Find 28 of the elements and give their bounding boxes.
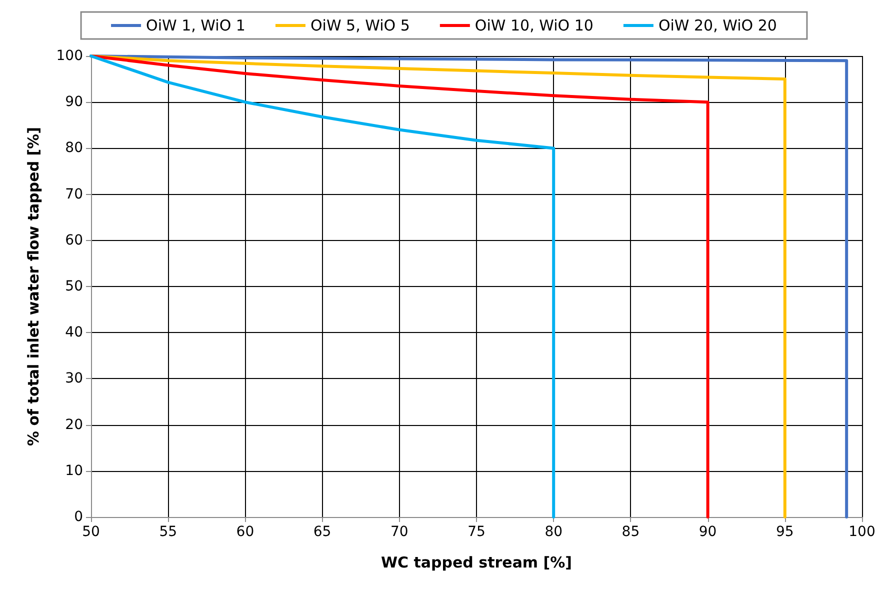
x-tick-label: 50 [82,524,100,540]
legend-label: OiW 10, WiO 10 [474,16,594,34]
legend-label: OiW 5, WiO 5 [310,16,410,34]
x-tick-label: 80 [544,524,563,540]
x-tick-label: 55 [159,524,178,540]
x-tick-label: 85 [622,524,640,540]
x-tick-label: 70 [390,524,408,540]
y-tick-label: 0 [74,509,83,525]
x-tick-label: 100 [848,524,876,540]
x-tick-label: 75 [468,524,486,540]
legend-label: OiW 1, WiO 1 [146,16,246,34]
y-tick-label: 20 [65,416,83,433]
y-tick-label: 60 [65,232,83,248]
x-axis-title: WC tapped stream [%] [380,554,572,572]
y-tick-label: 10 [65,462,83,479]
y-tick-label: 70 [65,186,83,202]
y-tick-label: 100 [56,48,83,64]
legend-label: OiW 20, WiO 20 [658,16,777,34]
y-tick-label: 50 [65,278,83,294]
y-tick-label: 90 [65,94,83,110]
y-axis-title: % of total inlet water flow tapped [%] [24,126,42,446]
x-tick-label: 65 [313,524,332,540]
y-tick-label: 40 [65,324,83,341]
x-tick-label: 90 [698,524,717,540]
x-tick-label: 60 [236,524,254,540]
y-tick-label: 80 [65,140,83,156]
x-tick-label: 95 [776,524,794,540]
y-tick-label: 30 [65,370,83,387]
